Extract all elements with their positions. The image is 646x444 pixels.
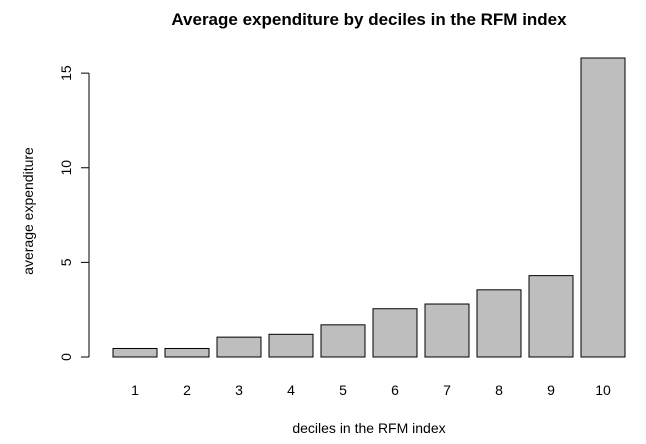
y-tick-label: 5 <box>58 258 74 266</box>
bar-decile-1 <box>112 347 158 358</box>
bar-decile-8 <box>476 289 522 358</box>
y-tick-label: 10 <box>58 160 74 176</box>
bar-decile-10 <box>580 57 626 358</box>
x-tick-label: 1 <box>131 382 139 398</box>
y-axis-label: average expenditure <box>20 147 36 275</box>
x-tick-label: 9 <box>547 382 555 398</box>
x-tick-labels: 1 2 3 4 5 6 7 8 9 10 <box>131 382 611 398</box>
x-tick-label: 6 <box>391 382 399 398</box>
bar-decile-6 <box>372 308 418 358</box>
chart-title: Average expenditure by deciles in the RF… <box>171 10 567 29</box>
y-axis: 0 5 10 15 <box>58 65 90 361</box>
bar-decile-5 <box>320 324 366 358</box>
bar-decile-3 <box>216 336 262 358</box>
x-tick-label: 5 <box>339 382 347 398</box>
x-tick-label: 7 <box>443 382 451 398</box>
x-tick-label: 2 <box>183 382 191 398</box>
bar-decile-7 <box>424 303 470 358</box>
y-tick-label: 0 <box>58 353 74 361</box>
x-tick-label: 10 <box>595 382 611 398</box>
x-tick-label: 8 <box>495 382 503 398</box>
bars <box>112 57 626 358</box>
x-axis-label: deciles in the RFM index <box>292 420 445 436</box>
bar-decile-4 <box>268 333 314 358</box>
y-tick-label: 15 <box>58 65 74 81</box>
bar-decile-9 <box>528 275 574 358</box>
x-tick-label: 3 <box>235 382 243 398</box>
x-tick-label: 4 <box>287 382 295 398</box>
bar-decile-2 <box>164 347 210 358</box>
y-ticks: 0 5 10 15 <box>58 65 89 361</box>
